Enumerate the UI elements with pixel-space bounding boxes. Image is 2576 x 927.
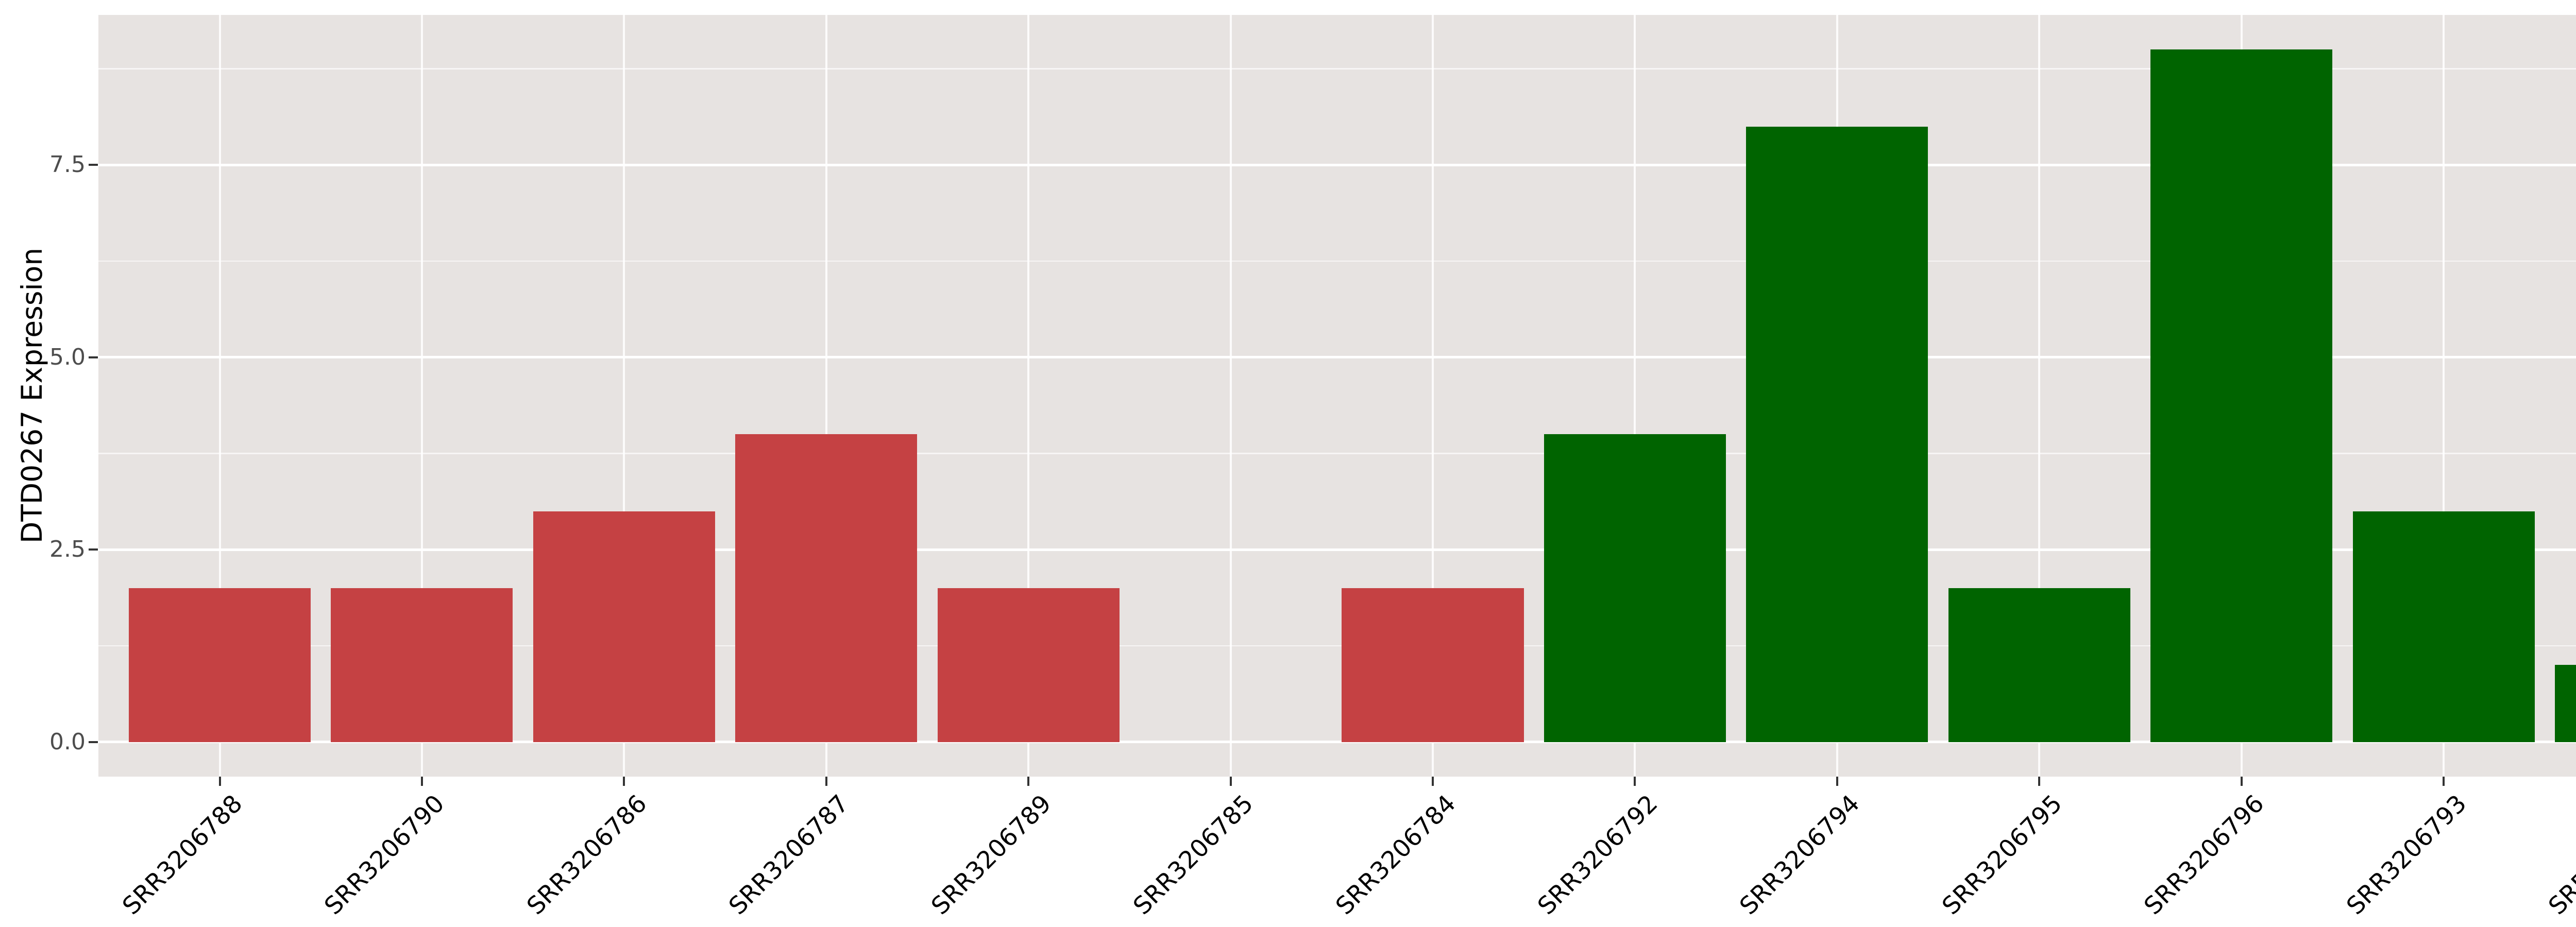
x-tick-label-text: SRR3206785 xyxy=(1128,789,1259,921)
y-gridline-major xyxy=(98,741,2576,744)
x-gridline-major xyxy=(825,15,827,777)
bar-SRR3206790 xyxy=(331,588,513,742)
plot-panel xyxy=(98,15,2576,777)
y-tick-label: 7.5 xyxy=(49,151,86,178)
x-tick-mark xyxy=(1229,777,1232,786)
x-gridline-major xyxy=(1229,15,1232,777)
x-tick-label-text: SRR3206792 xyxy=(1532,789,1664,921)
x-tick-label-text: SRR3206790 xyxy=(319,789,450,921)
x-tick-mark xyxy=(623,777,625,786)
x-gridline-major xyxy=(1432,15,1434,777)
y-gridline-major xyxy=(98,356,2576,359)
x-tick-label-text: SRR3206786 xyxy=(521,789,653,921)
bar-SRR3206789 xyxy=(937,588,1120,742)
y-tick-label: 2.5 xyxy=(49,536,86,563)
x-tick-label-text: SRR3206789 xyxy=(925,789,1057,921)
y-tick-label: 0.0 xyxy=(49,728,86,755)
y-tick-mark xyxy=(89,356,98,358)
x-tick-mark xyxy=(825,777,827,786)
x-tick-mark xyxy=(2443,777,2445,786)
bar-SRR3206796 xyxy=(2150,49,2333,742)
bar-SRR3206786 xyxy=(533,511,715,742)
y-tick-mark xyxy=(89,548,98,551)
x-tick-mark xyxy=(420,777,423,786)
bar-SRR3206792 xyxy=(1544,434,1726,742)
x-tick-label-text: SRR3206787 xyxy=(723,789,855,921)
x-tick-label-text: SRR3206788 xyxy=(117,789,248,921)
bar-SRR3206795 xyxy=(1948,588,2130,742)
x-gridline-major xyxy=(1634,15,1636,777)
x-gridline-major xyxy=(420,15,423,777)
x-gridline-major xyxy=(2038,15,2041,777)
bar-SRR3206788 xyxy=(128,588,311,742)
bar-SRR3206791 xyxy=(2555,665,2576,742)
y-gridline-minor xyxy=(98,453,2576,454)
bar-SRR3206794 xyxy=(1746,126,1928,742)
y-gridline-minor xyxy=(98,260,2576,262)
x-gridline-major xyxy=(623,15,625,777)
bar-SRR3206793 xyxy=(2352,511,2535,742)
bar-SRR3206787 xyxy=(735,434,918,742)
bar-SRR3206784 xyxy=(1342,588,1524,742)
y-gridline-major xyxy=(98,548,2576,551)
x-tick-label-text: SRR3206795 xyxy=(1937,789,2068,921)
x-gridline-major xyxy=(1027,15,1030,777)
x-tick-mark xyxy=(2240,777,2243,786)
x-tick-label-text: SRR3206791 xyxy=(2543,789,2576,921)
y-gridline-minor xyxy=(98,645,2576,647)
y-axis-title-text: DTD0267 Expression xyxy=(15,247,48,544)
x-tick-mark xyxy=(1836,777,1838,786)
x-tick-mark xyxy=(1432,777,1434,786)
y-tick-label: 5.0 xyxy=(49,344,86,370)
x-tick-label-text: SRR3206794 xyxy=(1734,789,1866,921)
y-gridline-major xyxy=(98,163,2576,166)
x-tick-mark xyxy=(1027,777,1030,786)
x-gridline-major xyxy=(218,15,221,777)
x-tick-mark xyxy=(2038,777,2041,786)
y-gridline-minor xyxy=(98,68,2576,70)
x-gridline-major xyxy=(2443,15,2445,777)
x-tick-label-text: SRR3206784 xyxy=(1330,789,1461,921)
x-tick-label-text: SRR3206793 xyxy=(2341,789,2472,921)
x-tick-mark xyxy=(218,777,221,786)
x-tick-mark xyxy=(1634,777,1636,786)
x-tick-label-text: SRR3206796 xyxy=(2139,789,2270,921)
y-tick-mark xyxy=(89,164,98,166)
y-tick-mark xyxy=(89,741,98,743)
